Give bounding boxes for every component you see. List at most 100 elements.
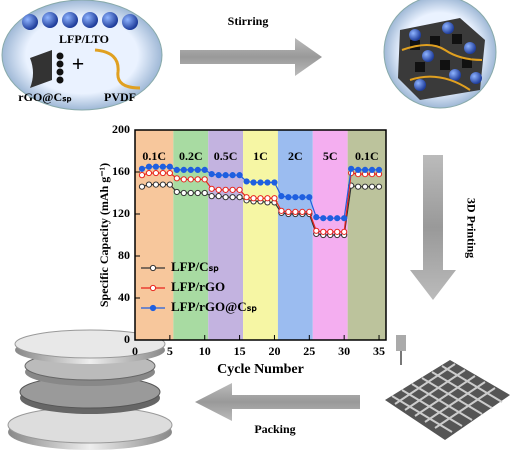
legend-label: LFP/Cₛₚ xyxy=(171,259,219,274)
data-point xyxy=(341,228,348,235)
data-point xyxy=(201,189,208,197)
data-point xyxy=(292,194,299,201)
arrow xyxy=(410,155,456,300)
data-point xyxy=(222,186,229,193)
data-point xyxy=(285,194,292,201)
data-point xyxy=(187,176,194,183)
data-point xyxy=(250,195,257,202)
data-point xyxy=(361,183,369,190)
data-point xyxy=(215,172,222,179)
data-point xyxy=(236,194,243,201)
data-point xyxy=(313,214,320,221)
data-point xyxy=(313,227,320,234)
data-point xyxy=(375,183,383,190)
data-point xyxy=(368,166,376,173)
data-point xyxy=(173,175,180,182)
data-point xyxy=(138,183,146,190)
data-point xyxy=(327,228,334,235)
data-point xyxy=(355,166,362,173)
data-point xyxy=(222,194,229,201)
data-point xyxy=(229,172,236,179)
data-point xyxy=(236,172,243,179)
data-point xyxy=(145,181,153,188)
data-point xyxy=(299,208,306,215)
x-tick-label: 10 xyxy=(199,344,211,358)
data-point xyxy=(271,195,278,202)
data-point xyxy=(159,169,166,177)
arrow xyxy=(180,38,322,76)
rate-label: 0.1C xyxy=(355,149,379,163)
data-point xyxy=(320,228,327,235)
y-tick-label: 160 xyxy=(112,164,130,178)
data-point xyxy=(166,163,173,170)
x-tick-label: 5 xyxy=(167,344,173,358)
y-tick-label: 0 xyxy=(124,332,130,346)
data-point xyxy=(299,194,306,201)
data-point xyxy=(187,189,194,197)
x-tick-label: 0 xyxy=(132,344,138,358)
data-point xyxy=(138,172,146,179)
legend-marker xyxy=(149,304,157,312)
data-point xyxy=(208,171,215,178)
data-point xyxy=(222,172,229,179)
step-label: Packing xyxy=(254,422,295,436)
material-label: rGO@Cₛₚ xyxy=(18,90,71,104)
data-point xyxy=(257,179,264,186)
legend-marker xyxy=(149,264,157,272)
plus-sign: + xyxy=(72,51,85,76)
data-point xyxy=(306,208,313,215)
legend-label: LFP/rGO@Cₛₚ xyxy=(171,299,257,314)
material-label: PVDF xyxy=(104,90,136,104)
step-label: Stirring xyxy=(228,14,269,28)
data-point xyxy=(236,186,243,193)
data-point xyxy=(180,166,187,173)
data-point xyxy=(375,166,383,173)
data-point xyxy=(145,163,153,170)
y-tick-label: 40 xyxy=(118,290,130,304)
data-point xyxy=(334,228,341,235)
data-point xyxy=(152,163,160,170)
rate-region xyxy=(243,130,278,340)
data-point xyxy=(159,181,166,188)
x-tick-label: 20 xyxy=(268,344,280,358)
arrow xyxy=(195,383,360,421)
data-point xyxy=(320,215,327,222)
data-point xyxy=(341,215,348,222)
data-point xyxy=(285,208,292,215)
data-point xyxy=(257,195,264,202)
y-tick-label: 200 xyxy=(112,122,130,136)
data-point xyxy=(208,193,215,200)
data-point xyxy=(152,181,160,188)
data-point xyxy=(229,186,236,193)
plot-frame xyxy=(134,129,387,341)
x-tick-label: 30 xyxy=(338,344,350,358)
material-label: LFP/LTO xyxy=(59,32,109,46)
data-point xyxy=(278,193,285,200)
slurry-bubble xyxy=(383,0,497,109)
rate-label: 0.5C xyxy=(214,149,238,163)
data-point xyxy=(327,215,334,222)
rate-label: 5C xyxy=(323,149,338,163)
data-point xyxy=(271,179,278,186)
legend-marker xyxy=(149,284,157,292)
y-tick-label: 80 xyxy=(118,248,130,262)
data-point xyxy=(201,166,208,173)
data-point xyxy=(194,166,201,173)
rate-label: 0.1C xyxy=(142,149,166,163)
data-point xyxy=(180,176,187,183)
data-point xyxy=(361,166,369,173)
data-point xyxy=(215,193,222,200)
data-point xyxy=(355,183,362,190)
data-point xyxy=(334,215,341,222)
data-point xyxy=(264,179,271,186)
data-point xyxy=(348,165,355,172)
rate-label: 1C xyxy=(253,149,268,163)
y-axis-label: Specific Capacity (mAh g⁻¹) xyxy=(97,163,111,307)
rate-region xyxy=(347,130,386,340)
data-point xyxy=(180,189,187,197)
data-point xyxy=(292,208,299,215)
data-point xyxy=(215,186,222,193)
legend-label: LFP/rGO xyxy=(171,279,225,294)
data-point xyxy=(173,166,180,173)
